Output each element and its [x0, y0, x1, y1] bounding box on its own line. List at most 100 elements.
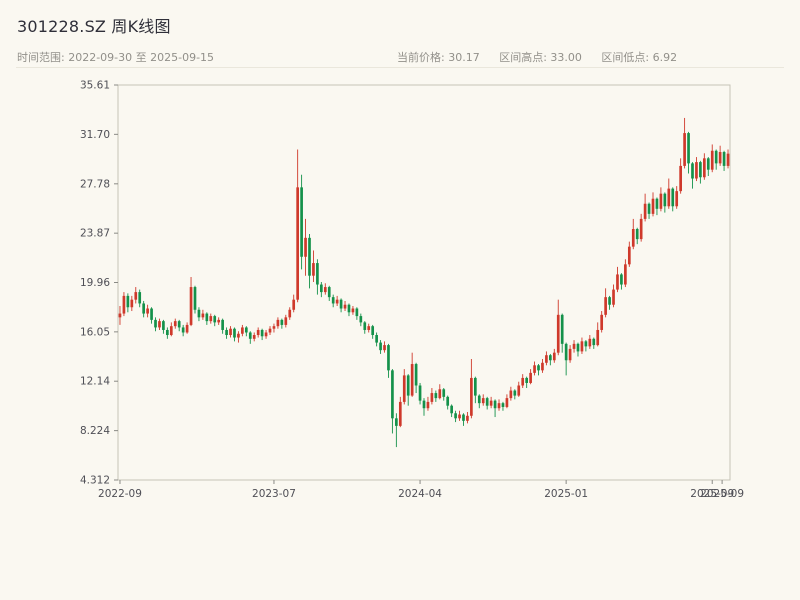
candle-body: [635, 229, 639, 240]
candle-body: [655, 198, 659, 209]
candle-body: [631, 229, 635, 247]
candle-body: [323, 287, 327, 293]
y-axis: 35.61 31.70 27.78 23.87 19.96 16.05 12.14 8.224…: [80, 80, 118, 487]
y-tick-label: 19.96: [80, 277, 110, 289]
candle-body: [154, 319, 157, 328]
candle-body: [233, 328, 236, 338]
candle-body: [501, 403, 505, 407]
candle-body: [726, 153, 730, 166]
y-tick-label: 35.61: [80, 80, 110, 92]
y-tick-label: 27.78: [80, 178, 110, 190]
candle-body: [651, 198, 655, 214]
candle-body: [710, 150, 714, 170]
candle-body: [387, 345, 390, 371]
candle-body: [169, 326, 173, 336]
candle-body: [493, 400, 497, 409]
candle-body: [430, 393, 434, 402]
candle-body: [568, 348, 572, 361]
candle-body: [572, 343, 576, 349]
candle-body: [213, 316, 217, 323]
candle-body: [489, 400, 493, 406]
candle-body: [560, 314, 564, 344]
candle-body: [118, 313, 122, 318]
candle-body: [142, 303, 146, 314]
candle-body: [296, 187, 299, 300]
candle-body: [300, 187, 303, 257]
candle-body: [596, 329, 600, 346]
candle-body: [351, 308, 355, 313]
candle-body: [371, 326, 375, 336]
candle-body: [150, 308, 153, 320]
candle-body: [367, 326, 371, 330]
plot-border: [117, 84, 731, 481]
candle-body: [549, 355, 552, 361]
candle-body: [604, 297, 607, 315]
candle-body: [612, 289, 615, 305]
candle-body: [260, 329, 264, 337]
candle-body: [620, 274, 623, 285]
candle-body: [402, 375, 406, 402]
candle-body: [434, 393, 438, 399]
candle-body: [205, 313, 209, 322]
x-tick-label: 2025-09: [700, 488, 744, 500]
candle-body: [209, 316, 213, 322]
candle-body: [564, 343, 568, 361]
candle-body: [264, 332, 268, 337]
candle-body: [359, 316, 363, 323]
candle-body: [252, 335, 256, 339]
candle-body: [529, 372, 532, 383]
x-tick-label: 2025-09: [690, 488, 734, 500]
current-price-label: 当前价格: 30.17: [397, 51, 480, 64]
candle-body: [177, 321, 181, 328]
candle-body: [659, 193, 663, 209]
candle-body: [201, 313, 205, 318]
candle-body: [600, 314, 604, 330]
y-tick-label: 12.14: [80, 376, 110, 388]
candle-body: [643, 203, 647, 219]
candle-body: [438, 389, 442, 399]
candle-body: [647, 203, 651, 214]
candle-body: [280, 319, 284, 325]
candle-body: [347, 304, 351, 313]
page-title: 301228.SZ 周K线图: [17, 17, 171, 36]
candle-body: [383, 345, 386, 351]
candle-body: [588, 338, 592, 347]
candle-body: [667, 188, 671, 207]
candle-body: [592, 338, 596, 346]
candle-body: [580, 341, 584, 352]
candle-body: [545, 355, 548, 363]
candle-body: [699, 162, 702, 178]
y-tick-label: 8.224: [80, 425, 110, 437]
candle-body: [181, 327, 185, 333]
candle-body: [537, 365, 540, 371]
candle-body: [335, 299, 339, 304]
candle-body: [663, 193, 667, 207]
candle-body: [608, 297, 611, 305]
candle-body: [272, 326, 276, 329]
candle-body: [470, 377, 473, 416]
candle-body: [398, 401, 402, 426]
candle-body: [339, 299, 343, 309]
candle-body: [316, 263, 319, 285]
candle-body: [395, 418, 398, 426]
candle-body: [244, 327, 248, 333]
candle-body: [355, 308, 359, 317]
candle-body: [477, 395, 481, 404]
candle-body: [473, 377, 477, 396]
candle-body: [485, 398, 489, 406]
candle-body: [308, 237, 311, 276]
candle-body: [288, 309, 292, 318]
candle-body: [718, 152, 722, 164]
x-tick-label: 2022-09: [98, 488, 142, 500]
candle-body: [497, 403, 501, 409]
candle-body: [706, 158, 710, 170]
candle-body: [319, 284, 323, 293]
candle-body: [450, 405, 453, 414]
candle-body: [229, 328, 232, 336]
candle-body: [363, 322, 367, 330]
candle-body: [173, 321, 177, 327]
candle-body: [505, 398, 509, 407]
candle-body: [185, 324, 189, 333]
candle-body: [509, 390, 513, 399]
candle-body: [237, 333, 240, 338]
